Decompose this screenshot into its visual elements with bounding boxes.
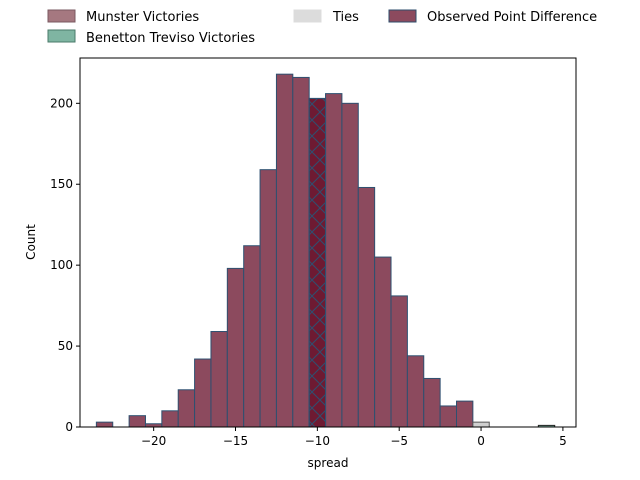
munster-victories-bar [259, 169, 277, 428]
legend-swatch-ties [293, 9, 322, 23]
y-axis-label: Count [24, 224, 38, 260]
legend-label-munster: Munster Victories [86, 10, 199, 25]
x-tick-label: 5 [559, 434, 567, 448]
munster-victories-bar [341, 102, 359, 428]
y-tick-label: 50 [58, 339, 73, 353]
legend-swatch-munster [47, 9, 76, 23]
legend-item-ties: Ties [293, 9, 359, 25]
y-tick-label: 200 [50, 96, 73, 110]
bars [95, 73, 556, 428]
x-axis-ticks: −20 −15 −10 −5 0 5 [141, 427, 567, 448]
munster-victories-bar [275, 73, 294, 428]
munster-victories-bar [406, 355, 425, 428]
munster-victories-bar [128, 415, 146, 428]
y-tick-label: 100 [50, 258, 73, 272]
munster-victories-bar [292, 76, 310, 428]
munster-victories-bar [194, 358, 212, 428]
munster-victories-bar [456, 400, 474, 428]
munster-victories-bar [243, 245, 261, 428]
legend: Munster Victories Ties Observed Point Di… [47, 9, 597, 46]
x-tick-label: −10 [305, 434, 330, 448]
munster-victories-bar [439, 405, 458, 428]
munster-victories-bar [423, 377, 441, 428]
legend-swatch-observed [388, 9, 417, 23]
y-axis-ticks: 0 50 100 150 200 [50, 96, 80, 434]
munster-victories-bar [210, 331, 228, 428]
munster-victories-bar [177, 389, 196, 428]
legend-item-munster: Munster Victories [47, 9, 199, 25]
legend-label-ties: Ties [332, 10, 359, 25]
munster-victories-bar [374, 256, 392, 428]
y-tick-label: 0 [65, 420, 73, 434]
observed-bar-hatch [308, 97, 327, 428]
legend-item-benetton: Benetton Treviso Victories [47, 29, 255, 46]
x-axis-label: spread [308, 456, 349, 470]
munster-victories-bar [95, 421, 114, 428]
munster-victories-bar [357, 186, 376, 428]
legend-swatch-benetton [47, 29, 76, 43]
legend-label-observed: Observed Point Difference [427, 10, 597, 25]
x-tick-label: 0 [477, 434, 485, 448]
legend-label-benetton: Benetton Treviso Victories [86, 31, 255, 46]
x-tick-label: −5 [390, 434, 408, 448]
munster-victories-bar [161, 410, 179, 428]
x-tick-label: −20 [141, 434, 166, 448]
munster-victories-bar [390, 295, 408, 428]
x-tick-label: −15 [223, 434, 248, 448]
plot-frame [79, 57, 577, 428]
legend-item-observed: Observed Point Difference [388, 9, 597, 25]
ties-bar [472, 421, 490, 428]
munster-victories-bar [226, 267, 245, 428]
munster-victories-bar [325, 93, 343, 428]
y-tick-label: 150 [50, 177, 73, 191]
